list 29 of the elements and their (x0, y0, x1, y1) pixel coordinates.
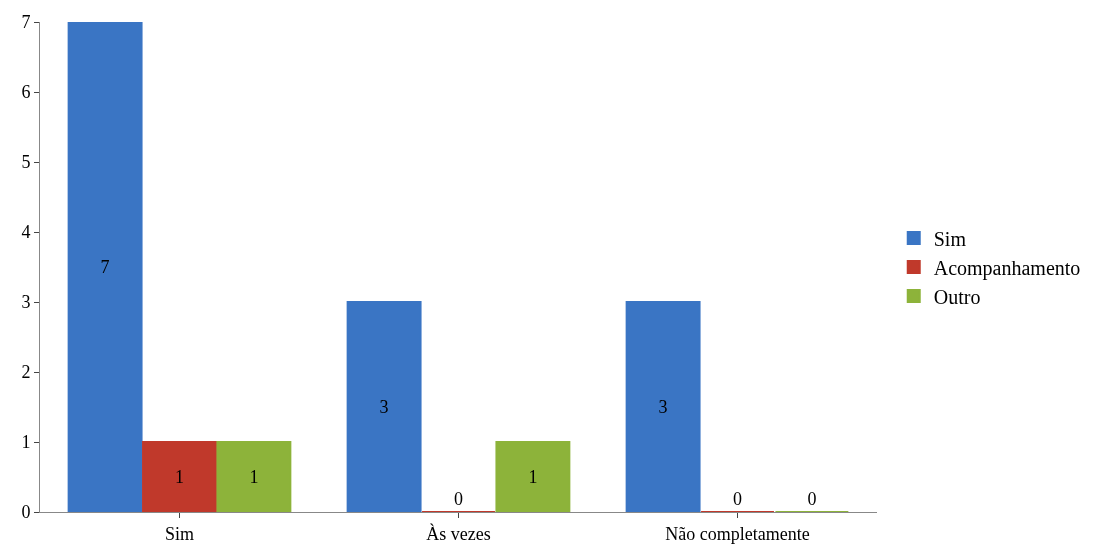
data-label: 0 (807, 489, 817, 509)
data-label: 3 (658, 397, 668, 417)
y-tick-label: 3 (21, 292, 31, 313)
bar (216, 441, 292, 512)
data-label: 1 (528, 467, 538, 487)
bar (142, 441, 217, 512)
x-tick-label: Não completamente (665, 523, 810, 544)
legend-label: Acompanhamento (933, 256, 1081, 280)
legend-label: Sim (933, 227, 967, 250)
x-tick-label: Às vezes (426, 522, 491, 544)
bar (625, 301, 701, 512)
bar (67, 22, 143, 512)
y-tick-label: 4 (21, 222, 31, 243)
data-label: 3 (379, 397, 389, 417)
y-tick-label: 1 (21, 432, 31, 453)
legend-label: Outro (933, 285, 981, 308)
y-tick-label: 2 (21, 362, 31, 383)
y-tick-label: 0 (21, 502, 31, 523)
y-tick-label: 6 (21, 82, 31, 103)
bar (346, 301, 422, 512)
y-tick-label: 5 (21, 152, 31, 173)
x-tick-label: Sim (164, 523, 195, 544)
data-label: 1 (175, 467, 184, 487)
y-tick-label: 7 (21, 12, 31, 33)
data-label: 7 (100, 257, 110, 277)
bar (495, 441, 571, 512)
data-label: 0 (733, 489, 742, 509)
data-label: 0 (454, 489, 463, 509)
data-label: 1 (249, 467, 259, 487)
